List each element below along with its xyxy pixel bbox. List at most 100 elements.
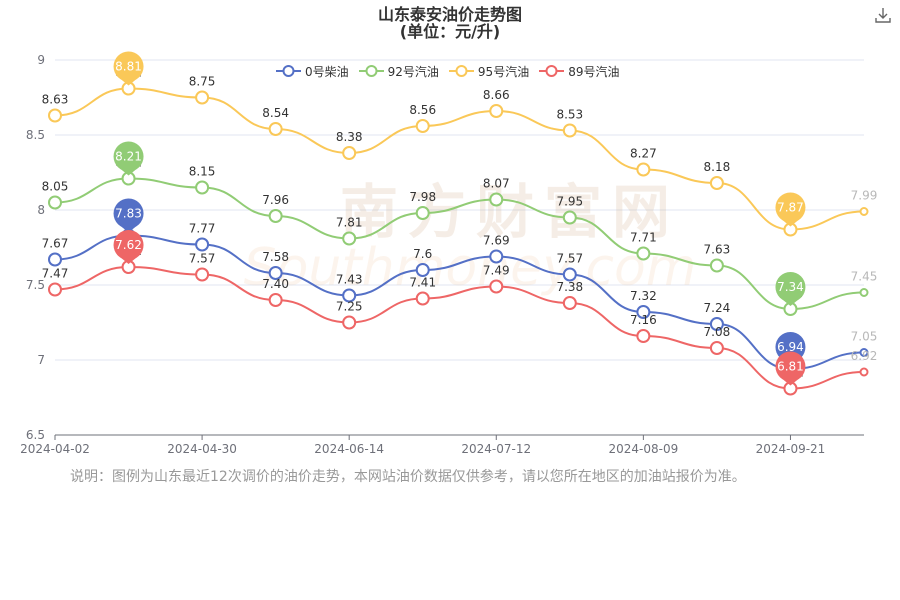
data-point bbox=[562, 267, 577, 282]
x-tick-label: 2024-04-30 bbox=[167, 442, 237, 456]
data-point bbox=[783, 222, 798, 237]
x-tick-label: 2024-08-09 bbox=[608, 442, 678, 456]
data-label: 8.66 bbox=[483, 88, 510, 102]
data-point bbox=[489, 249, 504, 264]
data-label: 7.16 bbox=[630, 313, 657, 327]
pin-marker: 8.21 bbox=[113, 141, 144, 176]
data-label: 7.62 bbox=[115, 244, 142, 258]
legend-marker bbox=[276, 65, 301, 77]
watermark-cn: 南方财富网 bbox=[340, 178, 680, 246]
data-label: 7.96 bbox=[262, 193, 289, 207]
pin-label: 7.62 bbox=[115, 238, 142, 252]
data-label: 8.75 bbox=[189, 75, 216, 89]
data-point bbox=[709, 258, 724, 273]
data-label: 7.43 bbox=[336, 273, 363, 287]
data-point bbox=[48, 252, 62, 267]
data-point bbox=[562, 296, 577, 310]
y-tick-label: 7 bbox=[37, 353, 45, 367]
series-0: 7.67 7.83 7.77 7.58 7.43 7.6 7.69 7.57 7.32 7.24 6… bbox=[42, 213, 877, 376]
pin-tail bbox=[779, 297, 801, 306]
data-label: 7.67 bbox=[42, 237, 69, 251]
data-point bbox=[342, 231, 357, 246]
legend-item[interactable]: 95号汽油 bbox=[448, 63, 529, 80]
data-label: 8.38 bbox=[336, 130, 363, 144]
pin-marker: 8.81 bbox=[113, 51, 144, 86]
pin-head bbox=[775, 272, 806, 302]
legend-item[interactable]: 89号汽油 bbox=[539, 63, 619, 80]
series-3: 7.47 7.62 7.57 7.40 7.25 7.41 7.49 7.38 7.16 7.08… bbox=[42, 244, 877, 396]
data-point bbox=[48, 108, 62, 123]
data-point bbox=[121, 171, 136, 186]
pin-head bbox=[775, 332, 806, 362]
pin-head bbox=[113, 230, 144, 260]
data-label: 7.49 bbox=[483, 264, 510, 278]
data-label: 7.95 bbox=[556, 195, 583, 209]
data-point bbox=[859, 207, 869, 216]
data-label: 7.58 bbox=[262, 250, 289, 264]
y-tick-label: 6.5 bbox=[26, 428, 45, 442]
chart-subtitle: (单位：元/升) bbox=[399, 22, 501, 41]
y-tick-label: 7.5 bbox=[26, 278, 45, 292]
legend-label: 92号汽油 bbox=[387, 64, 439, 79]
data-label: 7.40 bbox=[262, 277, 289, 291]
data-point bbox=[859, 348, 869, 357]
chart-title: 山东泰安油价走势图 (单位：元/升) bbox=[0, 6, 900, 40]
pin-tail bbox=[118, 77, 140, 86]
data-point bbox=[342, 288, 357, 303]
pin-head bbox=[775, 192, 806, 223]
data-label: 7.63 bbox=[704, 243, 731, 257]
data-label: 7.57 bbox=[556, 252, 583, 266]
data-label: 7.83 bbox=[115, 213, 142, 227]
chart-title-text: 山东泰安油价走势图 bbox=[377, 5, 522, 24]
data-point bbox=[859, 367, 869, 377]
data-point bbox=[709, 341, 724, 355]
pin-marker: 7.83 bbox=[113, 198, 144, 233]
data-label: 7.87 bbox=[777, 207, 804, 221]
series-line bbox=[54, 265, 865, 390]
pin-label: 7.34 bbox=[777, 280, 804, 294]
data-point bbox=[195, 180, 210, 195]
pin-head bbox=[113, 198, 144, 229]
pin-marker: 6.81 bbox=[775, 351, 806, 386]
series-line bbox=[54, 177, 865, 311]
x-tick-label: 2024-09-21 bbox=[756, 442, 826, 456]
data-point bbox=[268, 209, 283, 223]
pin-label: 6.94 bbox=[777, 340, 804, 354]
data-label: 8.81 bbox=[115, 66, 142, 80]
data-label: 7.08 bbox=[704, 325, 731, 339]
legend-label: 89号汽油 bbox=[568, 64, 620, 79]
data-point bbox=[195, 237, 210, 252]
pin-marker: 6.94 bbox=[775, 332, 806, 366]
download-icon[interactable] bbox=[874, 6, 892, 24]
x-tick-label: 2024-07-12 bbox=[461, 442, 531, 456]
data-label: 7.41 bbox=[409, 276, 436, 290]
data-label: 8.21 bbox=[115, 156, 142, 170]
data-point bbox=[195, 90, 210, 105]
data-label: 6.94 bbox=[777, 346, 804, 360]
pin-label: 6.81 bbox=[777, 360, 804, 374]
data-point bbox=[268, 293, 283, 307]
data-label: 8.07 bbox=[483, 177, 510, 191]
data-point bbox=[783, 381, 798, 396]
pin-marker: 7.34 bbox=[775, 272, 806, 306]
y-tick-label: 8.5 bbox=[26, 128, 45, 142]
data-label: 7.32 bbox=[630, 289, 657, 303]
pin-label: 7.87 bbox=[777, 201, 804, 215]
pin-tail bbox=[779, 218, 801, 227]
pin-label: 8.21 bbox=[115, 150, 142, 164]
data-label: 7.71 bbox=[630, 231, 657, 245]
pin-marker: 7.62 bbox=[113, 230, 144, 264]
data-point bbox=[195, 267, 210, 282]
legend-item[interactable]: 92号汽油 bbox=[358, 63, 439, 80]
pin-label: 8.81 bbox=[115, 60, 142, 74]
legend-item[interactable]: 0号柴油 bbox=[276, 63, 349, 80]
pin-tail bbox=[118, 167, 140, 176]
legend-label: 0号柴油 bbox=[305, 64, 349, 79]
data-label: 8.27 bbox=[630, 147, 657, 161]
legend-marker bbox=[539, 65, 565, 77]
x-tick-label: 2024-04-02 bbox=[20, 442, 90, 456]
data-label: 7.6 bbox=[413, 247, 432, 261]
data-point bbox=[415, 206, 430, 220]
pin-tail bbox=[779, 357, 801, 366]
